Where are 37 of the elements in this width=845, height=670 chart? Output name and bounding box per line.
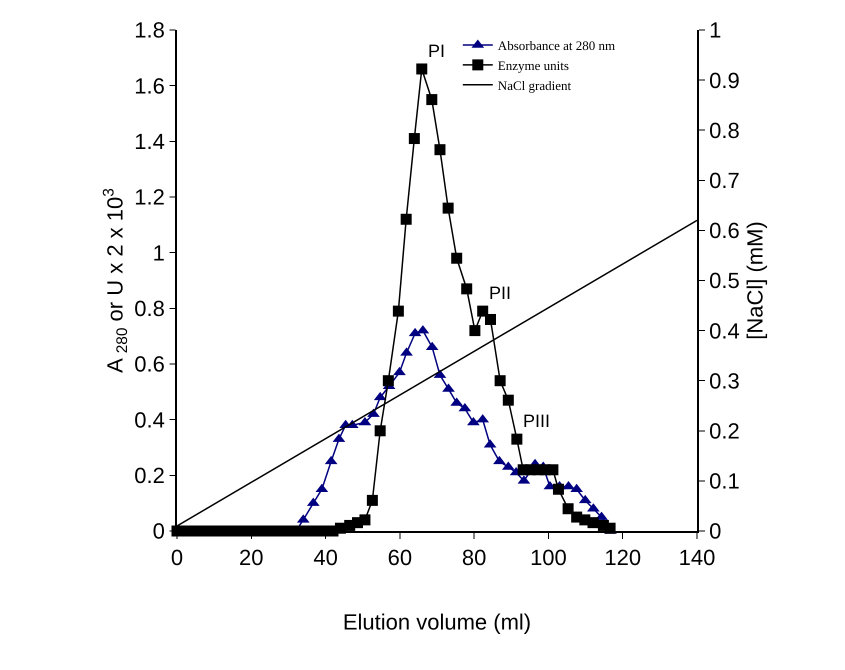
x-tick-label: 120: [604, 545, 642, 570]
y-tick-label: 0.4: [134, 407, 165, 432]
y2-tick-label: 0.8: [709, 118, 740, 143]
y-tick-label: 1: [152, 240, 165, 266]
y-tick-label: 1.8: [134, 18, 165, 43]
y2-tick-label: 0.6: [709, 218, 740, 244]
x-tick-label: 100: [530, 545, 567, 570]
y-tick-label: 0.2: [134, 463, 165, 488]
y-tick-label: 1.4: [134, 129, 165, 154]
x-tick-label: 40: [313, 545, 338, 570]
y2-tick-label: 0: [709, 518, 722, 544]
y-tick-label: 0: [152, 518, 165, 544]
y2-tick-label: 0.1: [709, 468, 740, 494]
x-tick-label: 80: [462, 545, 486, 570]
legend-label: Enzyme units: [498, 58, 569, 73]
legend-label: NaCl gradient: [498, 78, 572, 93]
x-tick-label: 60: [388, 545, 412, 570]
x-axis-title: Elution volume (ml): [342, 610, 532, 635]
y2-tick-label: 0.4: [709, 318, 740, 344]
y2-tick-label: 1: [709, 18, 722, 43]
y2-tick-label: 0.7: [709, 168, 740, 193]
y2-tick-label: 0.9: [709, 68, 740, 93]
y2-axis-title: [NaCl] (mM): [742, 221, 768, 340]
y-tick-label: 0.6: [134, 352, 165, 377]
x-tick-label: 0: [170, 545, 184, 570]
annotation: PI: [428, 41, 446, 61]
y2-tick-label: 0.2: [709, 418, 740, 444]
annotation: PIII: [523, 411, 550, 431]
y2-tick-label: 0.3: [709, 368, 740, 394]
y-tick-label: 1.6: [134, 73, 165, 98]
y-tick-label: 1.2: [134, 184, 165, 210]
y2-tick-label: 0.5: [709, 268, 740, 294]
legend-label: Absorbance at 280 nm: [498, 38, 616, 54]
x-tick-label: 20: [239, 545, 264, 570]
annotation: PII: [489, 283, 512, 303]
x-tick-label: 140: [678, 545, 716, 570]
y-tick-label: 0.8: [134, 296, 165, 322]
